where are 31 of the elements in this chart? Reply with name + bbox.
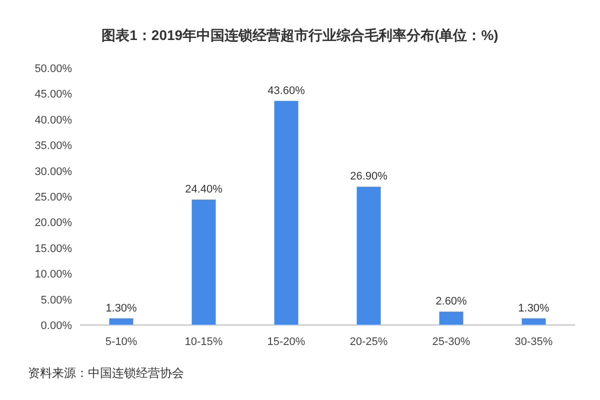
y-tick-label: 25.00% xyxy=(34,192,72,204)
y-tick-label: 30.00% xyxy=(34,166,72,178)
chart-title: 图表1：2019年中国连锁经营超市行业综合毛利率分布(单位：%) xyxy=(102,27,498,43)
y-tick-label: 15.00% xyxy=(34,242,72,255)
bar xyxy=(109,318,134,325)
y-tick-label: 20.00% xyxy=(34,217,72,230)
y-tick-label: 40.00% xyxy=(34,114,72,126)
data-label: 2.60% xyxy=(436,296,468,308)
x-tick-label: 20-25% xyxy=(350,336,388,348)
bar xyxy=(192,200,216,325)
data-label: 26.90% xyxy=(350,170,388,183)
y-tick-label: 50.00% xyxy=(34,63,72,75)
x-tick-label: 10-15% xyxy=(184,336,223,348)
y-tick-label: 10.00% xyxy=(34,268,72,281)
bar xyxy=(439,312,464,325)
y-tick-label: 45.00% xyxy=(34,88,72,101)
text: 资料来源：中国连锁经营协会 xyxy=(28,366,184,380)
y-tick-label: 0.00% xyxy=(40,320,72,332)
data-label: 43.60% xyxy=(268,84,306,97)
x-tick-label: 5-10% xyxy=(105,336,138,348)
data-label: 1.30% xyxy=(106,302,138,314)
bar xyxy=(274,100,298,325)
x-tick-label: 15-20% xyxy=(267,336,306,348)
bar xyxy=(356,186,381,325)
x-tick-label: 25-30% xyxy=(432,336,470,348)
y-tick-label: 5.00% xyxy=(40,294,72,306)
bar xyxy=(522,318,546,325)
data-label: 1.30% xyxy=(518,302,550,314)
y-tick-label: 35.00% xyxy=(34,140,72,152)
data-label: 24.40% xyxy=(185,184,223,196)
x-tick-label: 30-35% xyxy=(514,336,553,348)
